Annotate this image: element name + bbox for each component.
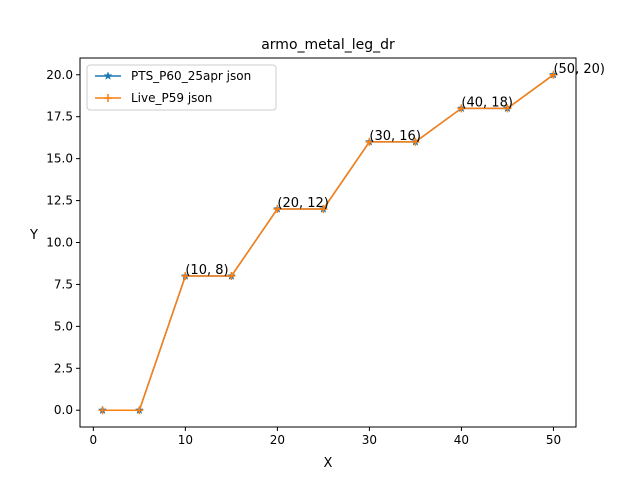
point-annotations: (10, 8) (20, 12) (30, 16) (40, 18) (50, 20) xyxy=(185,62,605,278)
legend-marker xyxy=(103,71,113,80)
y-tick-label: 7.5 xyxy=(54,277,73,291)
data-point xyxy=(457,104,466,113)
legend: PTS_P60_25apr json Live_P59 json xyxy=(86,64,277,111)
data-point xyxy=(273,204,282,213)
x-tick-label: 10 xyxy=(178,433,193,447)
data-point xyxy=(365,137,374,146)
x-axis-label: X xyxy=(324,456,333,471)
x-tick-label: 30 xyxy=(362,433,377,447)
x-tick-label: 40 xyxy=(454,433,469,447)
axes-frame xyxy=(79,57,577,428)
y-tick-label: 5.0 xyxy=(54,319,73,333)
x-tick-label: 0 xyxy=(90,433,98,447)
y-tick-label: 20.0 xyxy=(46,68,73,82)
legend-label: Live_P59 json xyxy=(131,91,212,105)
legend-box xyxy=(86,64,277,111)
data-point xyxy=(411,137,420,146)
data-point xyxy=(98,406,107,415)
point-annotation: (50, 20) xyxy=(553,62,605,77)
y-tick-label: 17.5 xyxy=(46,110,73,124)
plot-area xyxy=(98,70,558,415)
x-tick-label: 50 xyxy=(546,433,561,447)
point-annotation: (20, 12) xyxy=(277,196,329,211)
data-point xyxy=(135,406,144,415)
data-point xyxy=(181,272,190,281)
series-line xyxy=(102,74,554,411)
data-point xyxy=(227,272,236,281)
legend-label: PTS_P60_25apr json xyxy=(131,69,251,83)
y-axis: 0.0 2.5 5.0 7.5 10.0 12.5 15.0 17.5 20.0 xyxy=(46,68,80,417)
y-tick-label: 2.5 xyxy=(54,361,73,375)
data-point xyxy=(503,104,512,113)
legend-marker xyxy=(104,94,112,102)
series-1 xyxy=(98,70,558,415)
y-tick-label: 0.0 xyxy=(54,403,73,417)
point-annotation: (30, 16) xyxy=(369,129,421,144)
x-axis: 0 10 20 30 40 50 xyxy=(90,427,561,447)
point-annotation: (10, 8) xyxy=(185,263,228,278)
y-tick-label: 15.0 xyxy=(46,152,73,166)
y-axis-label: Y xyxy=(29,228,38,243)
y-tick-label: 10.0 xyxy=(46,236,73,250)
y-tick-label: 12.5 xyxy=(46,194,73,208)
series-0 xyxy=(98,70,558,415)
series-line xyxy=(102,74,554,411)
data-point xyxy=(319,204,328,213)
chart-title: armo_metal_leg_dr xyxy=(261,37,395,53)
x-tick-label: 20 xyxy=(270,433,285,447)
data-point xyxy=(549,70,558,79)
point-annotation: (40, 18) xyxy=(461,95,512,110)
